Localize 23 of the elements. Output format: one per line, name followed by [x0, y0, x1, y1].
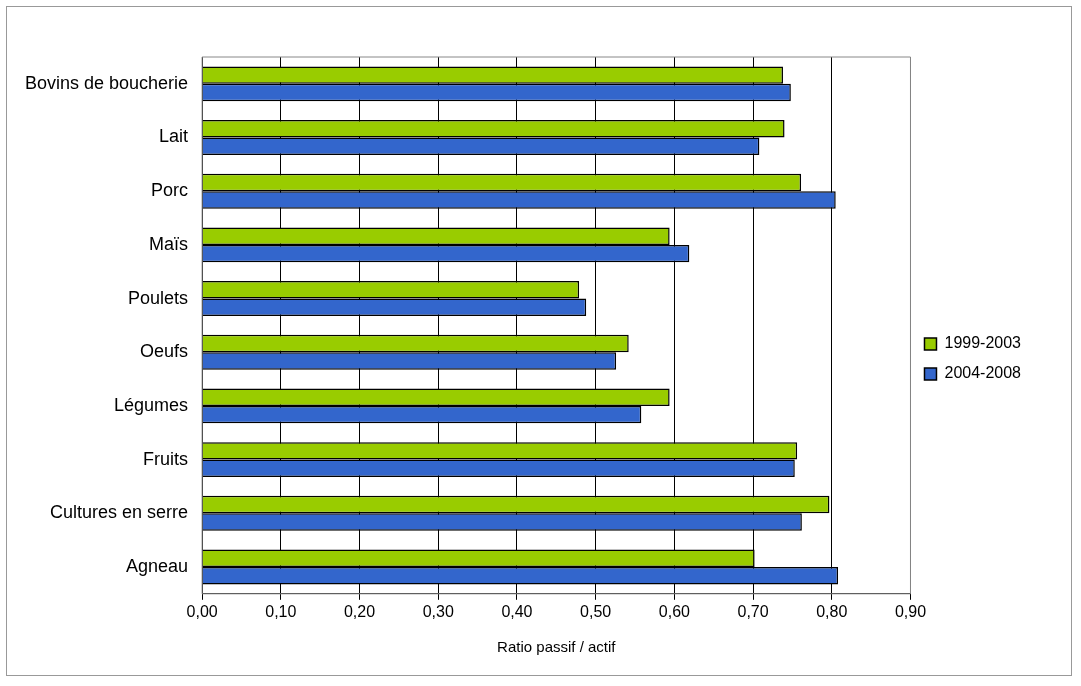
- x-tick-label: 0,60: [658, 602, 691, 620]
- y-tick-label: Porc: [151, 180, 189, 201]
- x-tick-label: 0,10: [265, 602, 297, 620]
- legend-label: 2004-2008: [944, 364, 1022, 382]
- x-tick-label: 0,50: [580, 602, 612, 620]
- x-axis-title: Ratio passif / actif: [497, 638, 617, 656]
- x-tick-label: 0,30: [422, 602, 454, 620]
- y-tick-label: Poulets: [128, 287, 189, 308]
- x-tick-label: 0,80: [816, 602, 848, 620]
- y-tick-label: Maïs: [149, 233, 189, 254]
- y-tick-label: Légumes: [114, 394, 189, 415]
- x-tick-label: 0,90: [894, 602, 927, 620]
- x-tick-label: 0,00: [186, 602, 218, 620]
- y-tick-label: Cultures en serre: [50, 502, 189, 523]
- y-tick-label: Fruits: [143, 448, 189, 469]
- x-tick-label: 0,40: [501, 602, 533, 620]
- x-tick-label: 0,20: [343, 602, 376, 620]
- legend-label: 1999-2003: [944, 334, 1022, 352]
- x-tick-label: 0,70: [737, 602, 769, 620]
- y-tick-label: Agneau: [126, 555, 189, 576]
- y-tick-label: Oeufs: [140, 341, 189, 362]
- y-tick-label: Lait: [159, 126, 189, 147]
- y-tick-label: Bovins de boucherie: [25, 72, 189, 93]
